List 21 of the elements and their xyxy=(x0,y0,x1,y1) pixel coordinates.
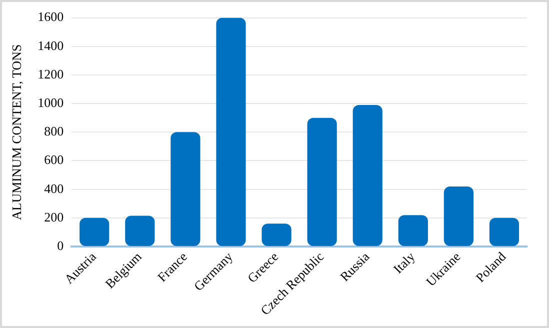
y-tick-label: 1400 xyxy=(38,38,64,53)
y-tick-label: 200 xyxy=(44,209,64,224)
bar xyxy=(125,216,155,246)
bar xyxy=(352,105,382,246)
bar xyxy=(307,118,337,246)
x-tick-label: Italy xyxy=(390,248,418,276)
bar xyxy=(398,215,428,246)
y-tick-label: 1000 xyxy=(38,94,64,110)
y-tick-label: 400 xyxy=(44,180,64,196)
y-tick-label: 800 xyxy=(44,124,64,139)
y-tick-label: 1200 xyxy=(38,66,64,82)
bar xyxy=(489,218,520,246)
bar xyxy=(170,132,200,246)
bar xyxy=(80,218,110,246)
y-axis-title: ALUMINUM CONTENT, TONS xyxy=(9,44,24,220)
y-tick-label: 0 xyxy=(57,238,64,253)
bar xyxy=(216,18,246,246)
y-tick-label: 600 xyxy=(44,152,64,168)
bar xyxy=(444,186,474,246)
y-tick-label: 1600 xyxy=(38,9,64,24)
bar xyxy=(262,224,292,246)
